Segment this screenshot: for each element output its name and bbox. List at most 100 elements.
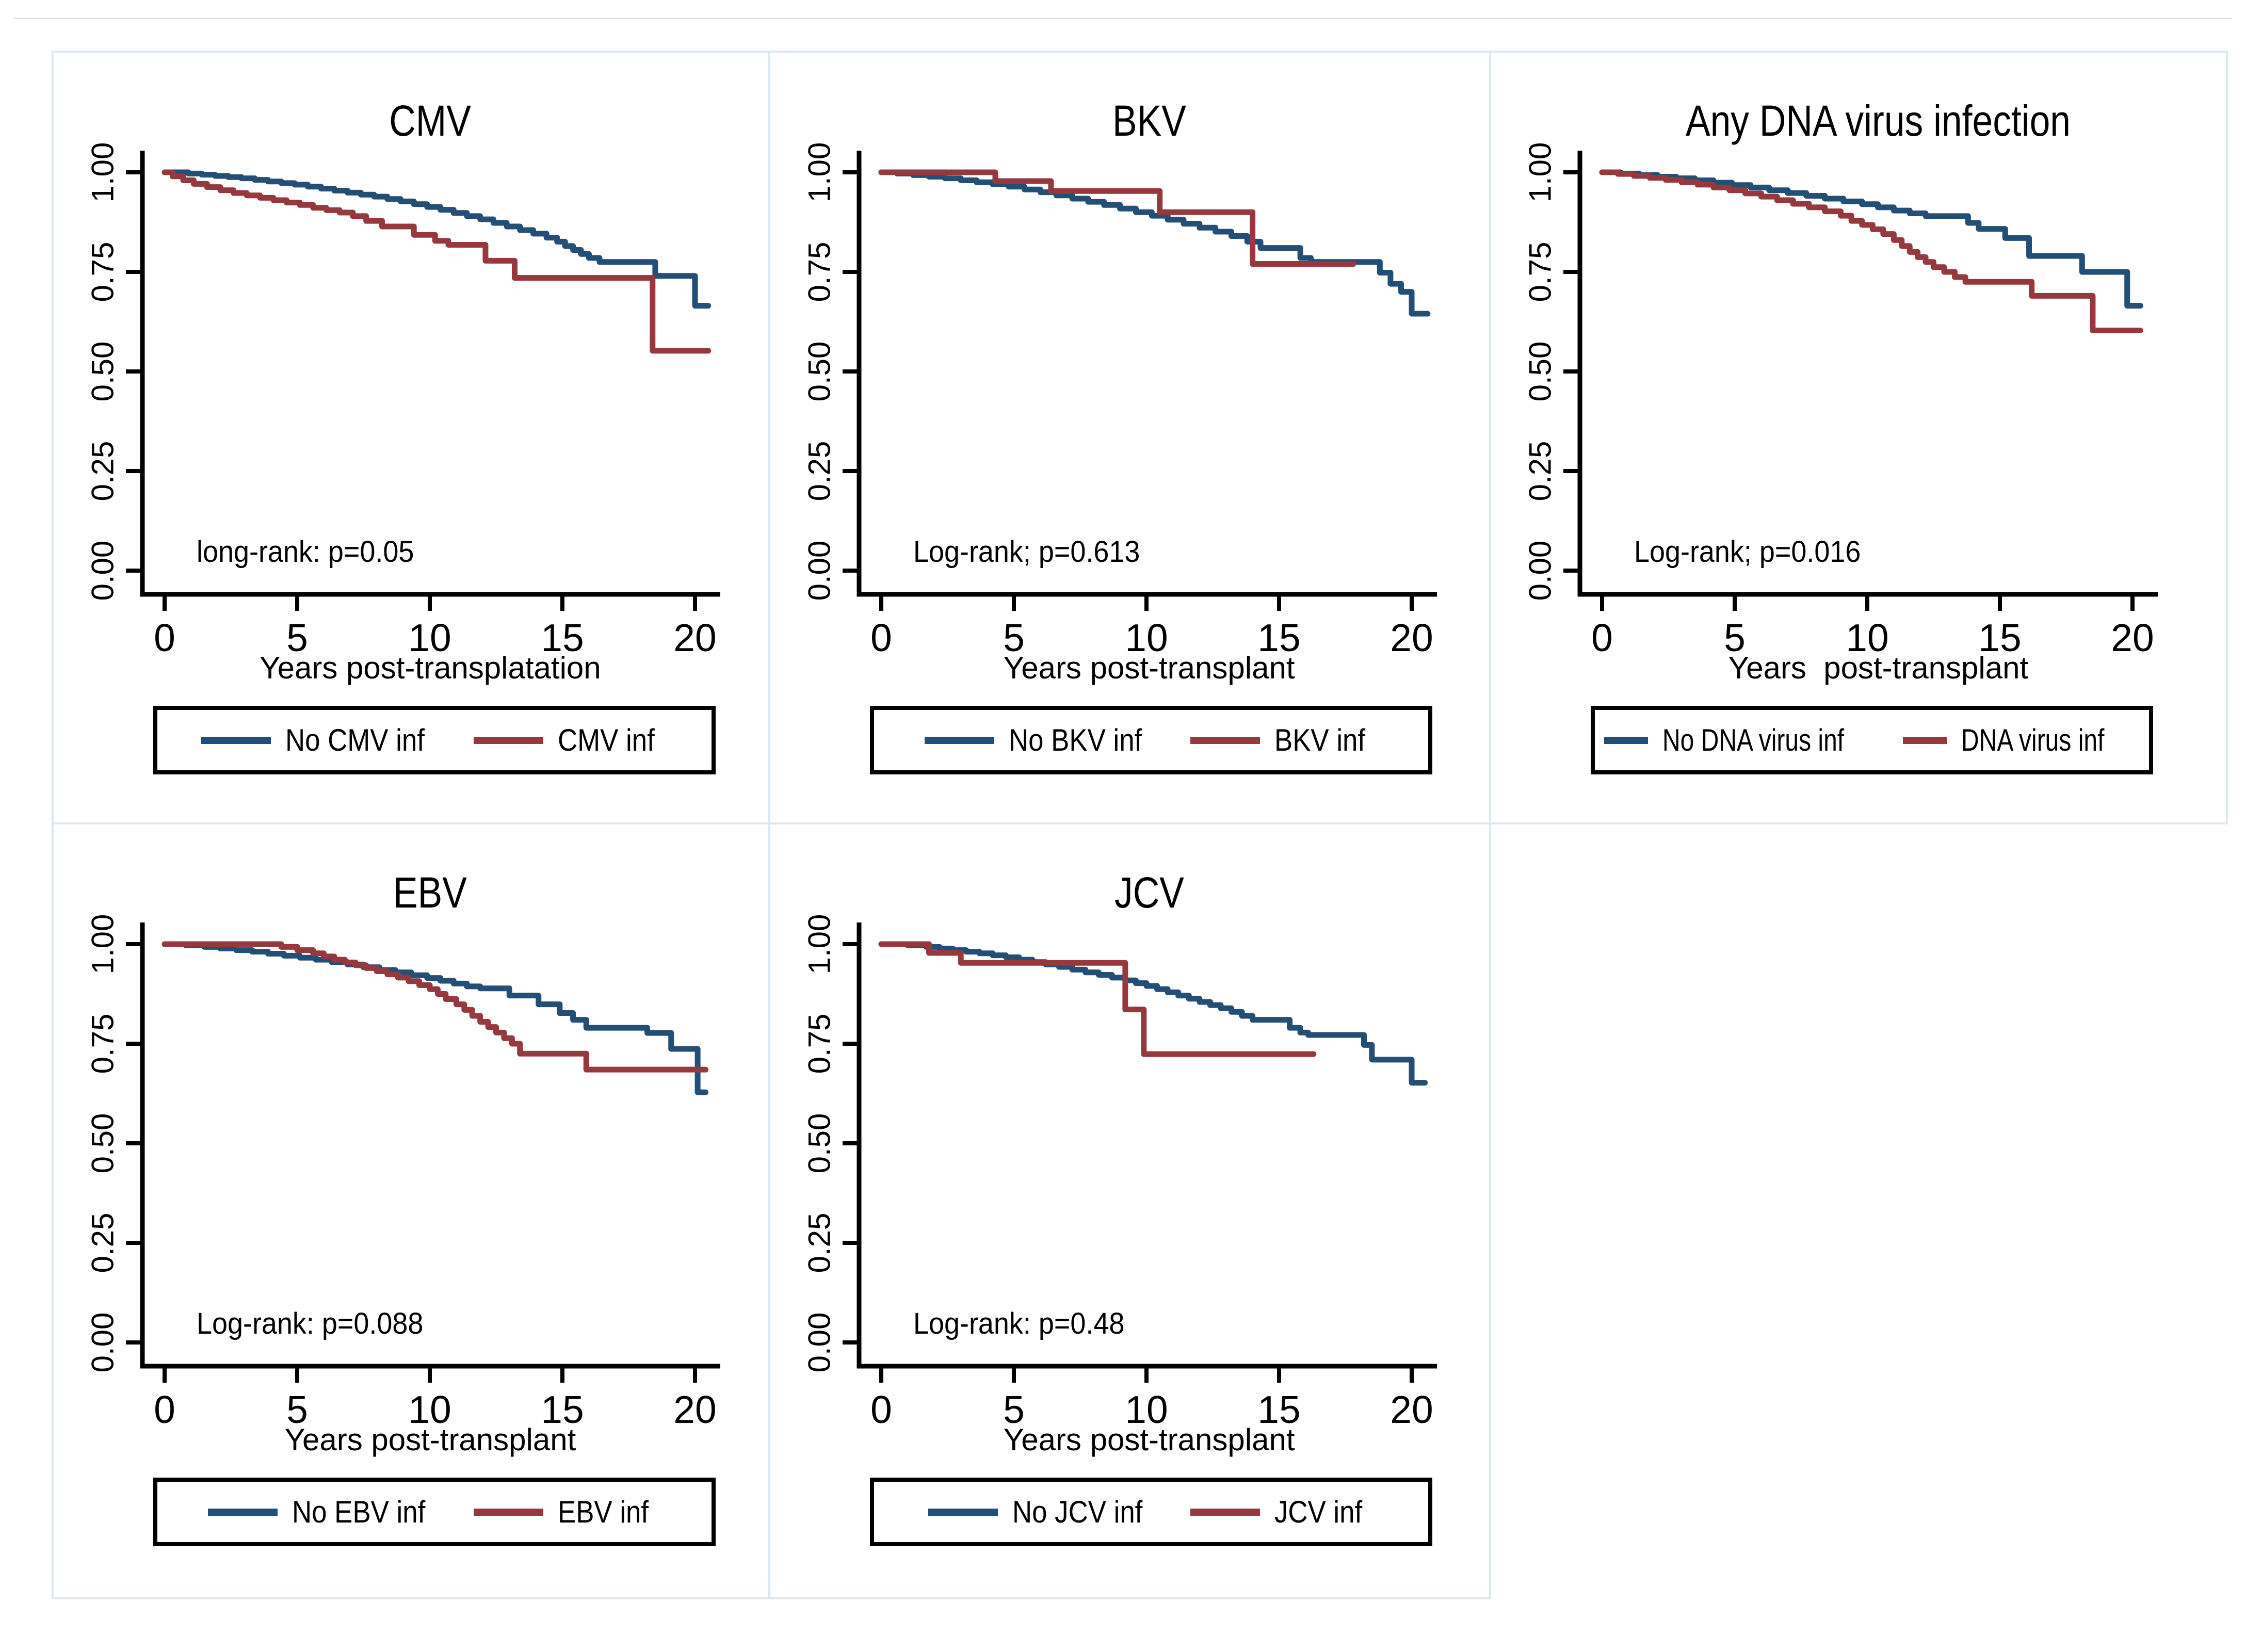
legend-label: DNA virus inf bbox=[1961, 723, 2105, 757]
legend-entry: JCV inf bbox=[1190, 1494, 1374, 1530]
y-tick-label: 0.25 bbox=[86, 441, 120, 501]
x-tick-label: 20 bbox=[2111, 616, 2154, 659]
legend-entry: No DNA virus inf bbox=[1604, 722, 1889, 758]
panel-title: BKV bbox=[1112, 96, 1186, 145]
panel-bkv: BKV 1.00 0.75 0.50 0.25 0.00 0 5 10 15 20 Log-ran… bbox=[768, 51, 1491, 824]
legend-label: EBV inf bbox=[557, 1495, 649, 1529]
no-infection-line-swatch bbox=[208, 1508, 278, 1516]
x-axis-title: Years post-transplant bbox=[1003, 651, 1295, 685]
legend-label: No CMV inf bbox=[285, 723, 425, 757]
y-tick-label: 0.25 bbox=[1523, 441, 1558, 501]
x-tick-label: 15 bbox=[1257, 616, 1300, 659]
legend-entry: CMV inf bbox=[473, 722, 668, 758]
survival-curve-no-infection bbox=[878, 941, 1428, 1086]
x-tick-label: 0 bbox=[1591, 616, 1613, 659]
y-tick-label: 1.00 bbox=[802, 914, 837, 975]
logrank-annotation: long-rank: p=0.05 bbox=[197, 535, 414, 569]
y-tick-label: 0.75 bbox=[802, 1014, 837, 1074]
y-tick-label: 0.00 bbox=[802, 1313, 837, 1373]
legend-box: No CMV inf CMV inf bbox=[153, 706, 716, 774]
x-axis-title: Years post-transplant bbox=[1003, 1422, 1295, 1457]
legend-entry: No CMV inf bbox=[201, 722, 444, 758]
y-tick-label: 0.75 bbox=[802, 242, 837, 302]
x-axis-title: Years post-transplant bbox=[284, 1422, 576, 1457]
y-tick-label: 0.50 bbox=[86, 1113, 120, 1174]
y-tick-label: 0.75 bbox=[86, 1014, 120, 1074]
x-tick-label: 10 bbox=[408, 1388, 451, 1431]
y-tick-label: 0.50 bbox=[86, 342, 120, 402]
x-tick-label: 5 bbox=[1724, 616, 1746, 659]
y-tick-label: 1.00 bbox=[1523, 142, 1558, 203]
survival-curve-infection bbox=[161, 169, 712, 354]
y-tick-label: 0.25 bbox=[802, 1213, 837, 1273]
x-tick-label: 15 bbox=[541, 1388, 584, 1431]
x-axis-title: Years post-transplant bbox=[1728, 651, 2029, 685]
y-tick-label: 0.25 bbox=[86, 1213, 120, 1273]
legend-label: JCV inf bbox=[1274, 1495, 1362, 1529]
x-tick-label: 20 bbox=[673, 616, 716, 659]
legend-entry: EBV inf bbox=[473, 1494, 661, 1530]
y-tick-label: 0.25 bbox=[802, 441, 837, 501]
km-plot: 1.00 0.75 0.50 0.25 0.00 0 5 10 15 20 bbox=[86, 142, 720, 659]
panel-any-dna-virus: Any DNA virus infection 1.00 0.75 0.50 0.25… bbox=[1489, 51, 2228, 824]
logrank-annotation: Log-rank; p=0.613 bbox=[913, 535, 1140, 569]
km-plot: 1.00 0.75 0.50 0.25 0.00 0 5 10 15 20 bbox=[802, 914, 1437, 1431]
y-tick-label: 0.50 bbox=[802, 1113, 837, 1174]
legend-box: No EBV inf EBV inf bbox=[153, 1478, 716, 1546]
panel-title: EBV bbox=[393, 868, 467, 917]
x-tick-label: 10 bbox=[1125, 1388, 1168, 1431]
panel-title: CMV bbox=[389, 96, 472, 145]
y-tick-label: 1.00 bbox=[802, 142, 837, 203]
panel-cmv: CMV 1.00 0.75 0.50 0.25 0.00 0 5 10 15 20 long-ra… bbox=[52, 51, 770, 824]
no-infection-line-swatch bbox=[928, 1508, 998, 1516]
survival-curve-no-infection bbox=[1599, 169, 2143, 309]
survival-curve-infection bbox=[878, 169, 1356, 267]
survival-curve-no-infection bbox=[161, 169, 712, 309]
y-tick-label: 0.00 bbox=[1523, 541, 1558, 601]
x-tick-label: 0 bbox=[870, 616, 892, 659]
legend-box: No BKV inf BKV inf bbox=[870, 706, 1432, 774]
legend-entry: No JCV inf bbox=[928, 1494, 1160, 1530]
survival-curve-infection bbox=[1599, 169, 2143, 333]
legend-label: BKV inf bbox=[1274, 723, 1365, 757]
no-infection-line-swatch bbox=[925, 736, 995, 744]
y-tick-label: 0.50 bbox=[802, 342, 837, 402]
survival-curve-infection bbox=[161, 941, 709, 1073]
x-tick-label: 10 bbox=[1125, 616, 1168, 659]
x-axis-title: Years post-transplatation bbox=[260, 651, 601, 685]
survival-curve-no-infection bbox=[878, 169, 1431, 317]
legend-entry: BKV inf bbox=[1190, 722, 1378, 758]
legend-entry: No EBV inf bbox=[208, 1494, 443, 1530]
y-tick-label: 0.50 bbox=[1523, 342, 1558, 402]
panel-title: Any DNA virus infection bbox=[1686, 96, 2071, 145]
survival-curve-infection bbox=[878, 941, 1317, 1057]
y-tick-label: 0.75 bbox=[1523, 242, 1558, 302]
y-tick-label: 0.75 bbox=[86, 242, 120, 302]
km-plot: 1.00 0.75 0.50 0.25 0.00 0 5 10 15 20 bbox=[86, 914, 720, 1431]
x-tick-label: 5 bbox=[286, 1388, 308, 1431]
logrank-annotation: Log-rank: p=0.48 bbox=[913, 1307, 1125, 1340]
x-tick-label: 0 bbox=[870, 1388, 892, 1431]
legend-box: No DNA virus inf DNA virus inf bbox=[1591, 706, 2153, 774]
x-tick-label: 0 bbox=[154, 616, 175, 659]
legend-label: No BKV inf bbox=[1009, 723, 1142, 757]
legend-box: No JCV inf JCV inf bbox=[870, 1478, 1432, 1546]
x-tick-label: 15 bbox=[1257, 1388, 1300, 1431]
legend-label: No DNA virus inf bbox=[1662, 723, 1844, 757]
panel-ebv: EBV 1.00 0.75 0.50 0.25 0.00 0 5 10 15 20 Log-ran… bbox=[52, 822, 770, 1599]
infection-line-swatch bbox=[473, 736, 543, 744]
x-tick-label: 10 bbox=[408, 616, 451, 659]
x-tick-label: 10 bbox=[1846, 616, 1888, 659]
survival-curve-no-infection bbox=[161, 941, 709, 1095]
x-tick-label: 15 bbox=[1978, 616, 2021, 659]
top-rule bbox=[13, 18, 2232, 19]
panel-title: JCV bbox=[1114, 868, 1184, 917]
x-tick-label: 20 bbox=[1390, 1388, 1433, 1431]
no-infection-line-swatch bbox=[201, 736, 271, 744]
infection-line-swatch bbox=[1190, 1508, 1260, 1516]
legend-label: CMV inf bbox=[557, 723, 655, 757]
x-tick-label: 5 bbox=[1003, 616, 1025, 659]
x-tick-label: 20 bbox=[1390, 616, 1433, 659]
y-tick-label: 0.00 bbox=[86, 541, 120, 601]
